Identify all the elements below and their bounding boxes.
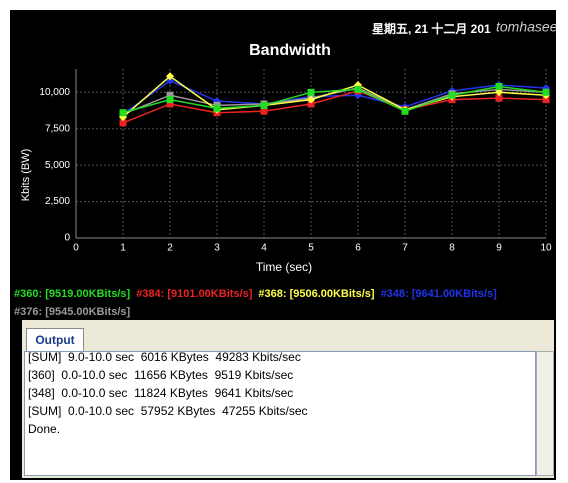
output-line: [360] 0.0-10.0 sec 11656 KBytes 9519 Kbi… bbox=[28, 368, 294, 382]
point bbox=[166, 96, 174, 104]
x-tick-label: 9 bbox=[496, 243, 502, 254]
watermark: tomhasee bbox=[496, 19, 556, 35]
x-tick-label: 5 bbox=[308, 243, 314, 254]
date: 星期五, 21 十二月 201 bbox=[372, 21, 491, 36]
series-line bbox=[122, 85, 547, 114]
x-tick-label: 0 bbox=[73, 243, 79, 254]
y-axis-label: Kbits (BW) bbox=[20, 149, 32, 202]
output-tab[interactable]: Output bbox=[26, 328, 84, 351]
point bbox=[307, 100, 315, 108]
point bbox=[166, 100, 174, 108]
output-line: [SUM] 0.0-10.0 sec 57952 KBytes 47255 Kb… bbox=[28, 404, 308, 418]
point bbox=[260, 101, 268, 109]
y-tick-label: 7,500 bbox=[45, 123, 70, 134]
series-line bbox=[122, 75, 547, 118]
y-tick-label: 0 bbox=[64, 233, 70, 244]
scrollbar[interactable] bbox=[536, 351, 554, 476]
point bbox=[448, 91, 456, 99]
output-line: [348] 0.0-10.0 sec 11824 KBytes 9641 Kbi… bbox=[28, 386, 294, 400]
x-tick-label: 3 bbox=[214, 243, 220, 254]
y-tick-label: 10,000 bbox=[39, 87, 70, 98]
legend-entry: #360: [9519.00KBits/s] bbox=[14, 288, 131, 300]
chart: 星期五, 21 十二月 201 tomhasee Bandwidth Time … bbox=[12, 10, 556, 320]
series-line bbox=[122, 90, 547, 124]
point bbox=[119, 119, 127, 127]
output-panel: Output [SUM] 9.0-10.0 sec 6016 KBytes 49… bbox=[22, 320, 554, 478]
y-tick-label: 5,000 bbox=[45, 160, 70, 171]
x-tick-label: 6 bbox=[355, 243, 361, 254]
point bbox=[307, 88, 315, 96]
x-tick-label: 2 bbox=[167, 243, 173, 254]
legend-entry: #368: [9506.00KBits/s] bbox=[258, 288, 375, 300]
x-tick-label: 7 bbox=[402, 243, 408, 254]
point bbox=[260, 107, 268, 115]
point bbox=[401, 107, 409, 115]
output-text: [SUM] 9.0-10.0 sec 6016 KBytes 49283 Kbi… bbox=[24, 351, 536, 476]
output-line: Done. bbox=[28, 422, 61, 436]
point bbox=[542, 88, 550, 96]
legend-entry: #384: [9101.00KBits/s] bbox=[136, 288, 253, 300]
x-tick-label: 10 bbox=[540, 243, 552, 254]
x-tick-label: 4 bbox=[261, 243, 267, 254]
legend-entry: #348: [9641.00KBits/s] bbox=[381, 288, 498, 300]
point bbox=[354, 85, 362, 93]
point bbox=[119, 109, 127, 117]
point bbox=[542, 96, 550, 104]
x-tick-label: 1 bbox=[120, 243, 126, 254]
x-axis-label: Time (sec) bbox=[256, 260, 312, 274]
output-lines: [SUM] 9.0-10.0 sec 6016 KBytes 49283 Kbi… bbox=[28, 351, 308, 438]
point bbox=[307, 95, 315, 104]
point bbox=[166, 72, 174, 81]
point bbox=[495, 88, 503, 97]
output-line: [SUM] 9.0-10.0 sec 6016 KBytes 49283 Kbi… bbox=[28, 351, 301, 364]
point bbox=[213, 104, 221, 112]
series-line bbox=[122, 79, 547, 115]
legend-entry: #376: [9545.00KBits/s] bbox=[14, 306, 131, 318]
y-tick-label: 2,500 bbox=[45, 196, 70, 207]
chart-title: Bandwidth bbox=[249, 42, 331, 59]
x-tick-label: 8 bbox=[449, 243, 455, 254]
point bbox=[495, 82, 503, 90]
point bbox=[166, 91, 174, 99]
point bbox=[495, 94, 503, 102]
